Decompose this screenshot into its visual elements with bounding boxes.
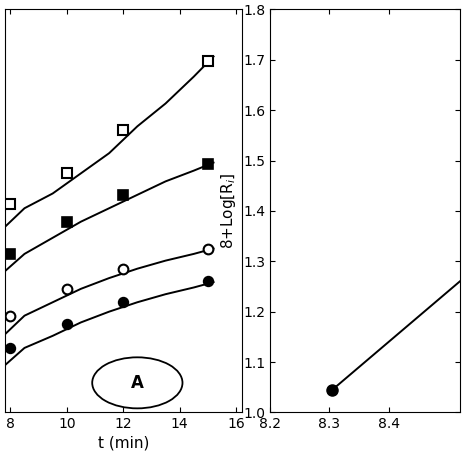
Text: A: A xyxy=(131,374,144,392)
Y-axis label: 8+Log[R$_i$]: 8+Log[R$_i$] xyxy=(219,173,237,249)
X-axis label: t (min): t (min) xyxy=(98,436,149,450)
